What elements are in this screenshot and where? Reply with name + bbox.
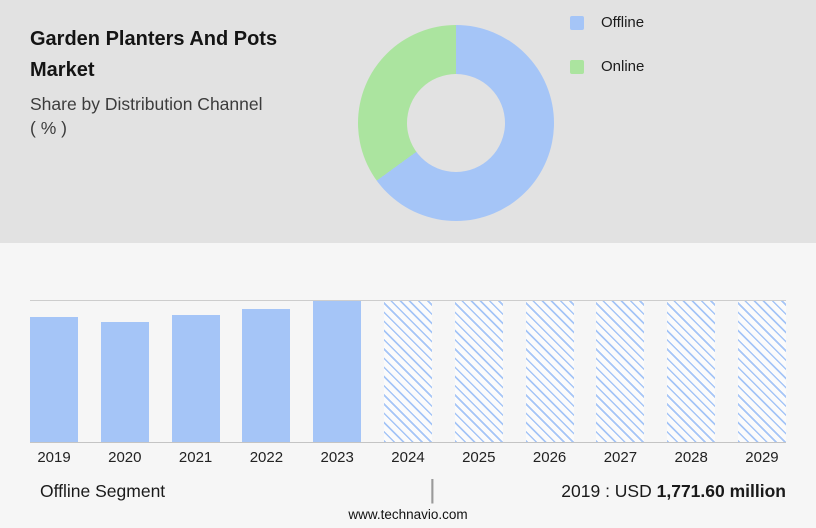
bar-2028 xyxy=(667,301,716,442)
report-subtitle: Share by Distribution Channel xyxy=(30,94,263,114)
bar-2022 xyxy=(242,309,291,442)
bar-2025 xyxy=(454,301,503,442)
bar-2029 xyxy=(737,301,786,442)
legend-item-online: Online xyxy=(570,58,644,75)
x-label-2023: 2023 xyxy=(320,449,354,466)
bar-2023 xyxy=(313,301,362,442)
bar-2019 xyxy=(30,316,78,442)
divider: | xyxy=(429,474,436,504)
legend-swatch-offline-icon xyxy=(570,15,584,30)
x-axis-labels: 2019 2020 2021 2022 2023 2024 2025 2026 2027 2028… xyxy=(30,449,786,466)
x-label-2026: 2026 xyxy=(532,449,567,466)
x-label-2022: 2022 xyxy=(249,449,284,466)
report-subtitle-unit: ( % ) xyxy=(30,118,67,138)
donut-chart xyxy=(358,25,554,221)
bar-2027 xyxy=(596,301,645,442)
header-panel: Garden Planters And Pots Market Share by… xyxy=(0,0,816,243)
x-label-2027: 2027 xyxy=(603,449,638,466)
legend-label-online: Online xyxy=(601,58,645,75)
bar-2021 xyxy=(171,315,220,442)
bar-2020 xyxy=(100,322,149,442)
x-label-2019: 2019 xyxy=(37,449,71,466)
bar-2026 xyxy=(525,301,574,442)
bar-chart-plot xyxy=(30,300,786,443)
donut-legend: Offline Online xyxy=(570,14,644,75)
bar-2024 xyxy=(383,301,432,442)
value-2019: 2019 : USD 1,771.60 million xyxy=(561,481,786,502)
x-label-2020: 2020 xyxy=(108,449,142,466)
x-label-2024: 2024 xyxy=(391,449,425,466)
legend-label-offline: Offline xyxy=(601,14,645,31)
legend-swatch-online-icon xyxy=(570,59,584,74)
value-2019-prefix: 2019 : USD xyxy=(561,481,652,501)
website-text: www.technavio.com xyxy=(348,507,468,522)
x-label-2021: 2021 xyxy=(178,449,213,466)
donut-hole xyxy=(407,74,505,172)
segment-label: Offline Segment xyxy=(40,481,166,501)
value-2019-amount: 1,771.60 million xyxy=(656,481,786,501)
legend-item-offline: Offline xyxy=(570,14,644,31)
report-title: Garden Planters And Pots Market xyxy=(30,28,278,81)
x-label-2029: 2029 xyxy=(745,449,779,466)
x-label-2025: 2025 xyxy=(462,449,496,466)
x-label-2028: 2028 xyxy=(674,449,708,466)
